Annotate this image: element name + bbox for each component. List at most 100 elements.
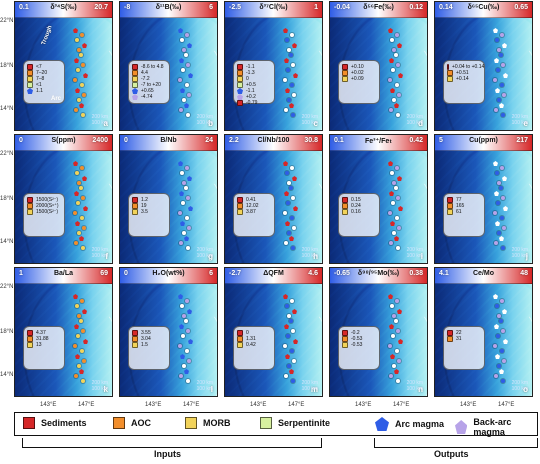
legend-symbol-icon — [132, 330, 138, 336]
legend-item-backarc-magma: Back-arc magma — [455, 417, 537, 437]
arc-magma-sample — [397, 43, 402, 48]
scalebar: 200 km 100 km — [92, 114, 108, 126]
colorbar-max: 6 — [209, 4, 213, 11]
map: 77 165 61 j 200 km 100 km — [435, 135, 532, 263]
scalebar-label: 100 km — [406, 120, 423, 126]
sample-point — [395, 299, 399, 303]
legend-box: Sediments AOC MORB Serpentinite Arc magm… — [14, 412, 538, 437]
legend-symbol-icon — [237, 342, 243, 348]
sample-point — [185, 349, 189, 353]
sample-point — [392, 98, 396, 102]
colorbar-max: 0.65 — [514, 4, 528, 11]
sample-point — [397, 93, 401, 97]
legend-symbol-icon — [237, 330, 243, 336]
sample-point — [292, 359, 296, 363]
legend-symbol-icon — [27, 70, 33, 76]
sample-point — [499, 319, 503, 323]
sample-point — [284, 108, 288, 112]
lat-label-14-row3: 14°N — [0, 372, 14, 378]
sample-point — [81, 196, 85, 200]
sample-point — [392, 181, 396, 185]
scalebar-label: 100 km — [301, 253, 318, 259]
lon-label-147-c: 147°E — [288, 402, 305, 408]
legend-symbol-icon — [447, 76, 453, 82]
sample-point — [184, 186, 188, 190]
colorbar-min: 5 — [439, 137, 443, 144]
sample-point — [181, 334, 185, 338]
sample-point — [501, 63, 505, 67]
sample-point — [74, 108, 78, 112]
legend-symbol-icon — [342, 70, 348, 76]
colorbar: -8 δ¹¹B(‰) 6 — [120, 2, 217, 18]
colorbar-max: 0.42 — [409, 137, 423, 144]
panel-letter: a — [103, 119, 108, 128]
inset-legend-text: -0.2 — [351, 330, 360, 336]
scalebar-label: 100 km — [91, 120, 108, 126]
arc-magma-sample — [82, 309, 87, 314]
lat-label-18: 18°N — [0, 63, 14, 69]
lon-label-143-e: 143°E — [460, 402, 477, 408]
inset-legend-item: -1.3 — [237, 70, 271, 76]
colorbar-min: 0.1 — [19, 4, 29, 11]
panel-title: δ³⁷Cl(‰) — [259, 4, 288, 11]
legend-symbol-icon — [237, 82, 243, 88]
inset-legend-item: 4.37 — [27, 330, 61, 336]
scalebar-label: 200 km — [406, 247, 423, 253]
inset-legend-item: -7.2 — [132, 76, 166, 82]
colorbar: 4.1 Ce/Mo 48 — [435, 268, 532, 284]
inset-legend: -1.1 -1.3 0 +0.5 -1.1 +0.2 -0.79 — [233, 60, 275, 106]
sample-point — [285, 304, 289, 308]
arc-magma-sample — [293, 339, 298, 344]
map: 1500(S²⁻) 2000(S⁶⁺) 1500(S²⁻) f 200 km 100 km — [15, 135, 112, 263]
sample-point — [394, 186, 398, 190]
legend-symbol-icon — [27, 197, 33, 203]
legend-label-arc-magma: Arc magma — [395, 419, 445, 429]
inset-legend: -8.6 to 4.8 4.4 -7.2 -7 to +20 +0.65 -4.74 — [128, 60, 170, 104]
arc-magma-sample — [79, 103, 84, 108]
sample-point — [186, 196, 190, 200]
inset-legend-item: 0.42 — [237, 342, 271, 348]
sample-point — [81, 63, 85, 67]
legend-symbol-icon — [132, 342, 138, 348]
panel-title: S(ppm) — [51, 137, 76, 144]
sample-point — [391, 68, 395, 72]
sample-point — [286, 201, 290, 205]
inset-legend-text: +0.51 — [456, 70, 469, 76]
arc-magma-sample — [495, 354, 500, 359]
sample-point — [291, 63, 295, 67]
arc-magma-sample — [79, 369, 84, 374]
scalebar-label: 100 km — [511, 120, 528, 126]
inset-legend-text: 2000(S⁶⁺) — [36, 203, 59, 209]
colorbar: 1 Ba/La 69 — [15, 268, 112, 284]
arc-magma-sample — [283, 28, 288, 33]
sample-point — [73, 211, 77, 215]
sample-point — [287, 181, 291, 185]
arc-magma-sample — [394, 103, 399, 108]
sample-point — [497, 231, 501, 235]
arc-magma-sample — [187, 43, 192, 48]
arc-magma-sample — [502, 43, 507, 48]
sample-point — [388, 211, 392, 215]
sample-point — [186, 329, 190, 333]
colorbar: 0.1 δ³⁴S(‰) 20.7 — [15, 2, 112, 18]
scalebar-label: 100 km — [511, 253, 528, 259]
sample-point — [82, 93, 86, 97]
inset-legend-item: 0.24 — [342, 203, 376, 209]
panel-title: Cl/Nb/100 — [257, 137, 290, 144]
inset-legend-item: <7 — [27, 64, 61, 70]
legend-symbol-icon — [27, 203, 33, 209]
panel-n: -0.65 δ⁹⁸/⁹⁵Mo(‰) 0.38 -0.2 -0.53 -0.53 n 200 k… — [329, 267, 428, 397]
sample-point — [497, 48, 501, 52]
inset-legend-text: 1.5 — [141, 342, 148, 348]
inputs-label: Inputs — [154, 449, 181, 459]
lon-label-143-a: 143°E — [40, 402, 57, 408]
legend-symbol-icon — [132, 88, 138, 94]
sample-point — [283, 211, 287, 215]
sample-point — [496, 68, 500, 72]
sample-point — [80, 83, 84, 87]
panel-title: B/Nb — [160, 137, 177, 144]
legend-item-aoc: AOC — [113, 417, 151, 429]
inset-legend-text: -1.1 — [246, 64, 255, 70]
panel-title: Ce/Mo — [473, 270, 494, 277]
panel-title: δ⁹⁸/⁹⁵Mo(‰) — [357, 270, 400, 277]
